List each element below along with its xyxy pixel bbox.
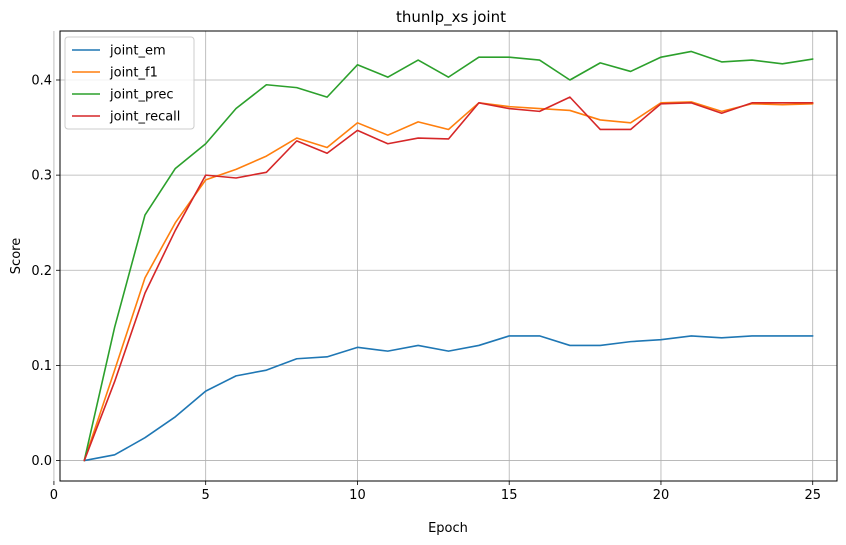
chart-title: thunlp_xs joint <box>396 8 506 27</box>
legend-label: joint_em <box>109 44 166 59</box>
series-line-joint-prec <box>83 50 814 462</box>
legend-item-joint-em: joint_em <box>72 44 166 59</box>
x-axis-label: Epoch <box>428 521 468 536</box>
y-axis-ticks: 0.0 0.1 0.2 0.3 0.4 <box>31 73 60 469</box>
series-line-joint-recall <box>83 96 814 462</box>
x-tick-label: 25 <box>804 488 821 503</box>
y-axis-label: Score <box>9 238 24 274</box>
legend-label: joint_prec <box>109 88 173 103</box>
legend-label: joint_recall <box>109 110 180 125</box>
x-tick-label: 20 <box>653 488 670 503</box>
legend-item-joint-f1: joint_f1 <box>72 66 158 81</box>
y-tick-label: 0.4 <box>31 73 52 88</box>
plot-frame <box>59 30 838 482</box>
y-tick-label: 0.0 <box>31 454 52 469</box>
x-tick-label: 15 <box>501 488 518 503</box>
x-tick-label: 10 <box>349 488 366 503</box>
y-tick-label: 0.1 <box>31 359 52 374</box>
legend-box <box>64 36 195 130</box>
x-tick-label: 5 <box>202 488 210 503</box>
x-tick-label: 0 <box>50 488 58 503</box>
y-tick-label: 0.3 <box>31 169 52 184</box>
series-line-joint-f1 <box>83 101 814 462</box>
legend-label: joint_f1 <box>109 66 158 81</box>
series-line-joint-em <box>83 335 814 462</box>
series-lines <box>83 50 814 462</box>
legend-item-joint-recall: joint_recall <box>72 110 180 125</box>
legend: joint_em joint_f1 joint_prec joint_recall <box>64 36 195 130</box>
x-axis-ticks: 0 5 10 15 20 25 <box>50 481 821 503</box>
y-tick-label: 0.2 <box>31 264 52 279</box>
legend-item-joint-prec: joint_prec <box>72 88 173 103</box>
